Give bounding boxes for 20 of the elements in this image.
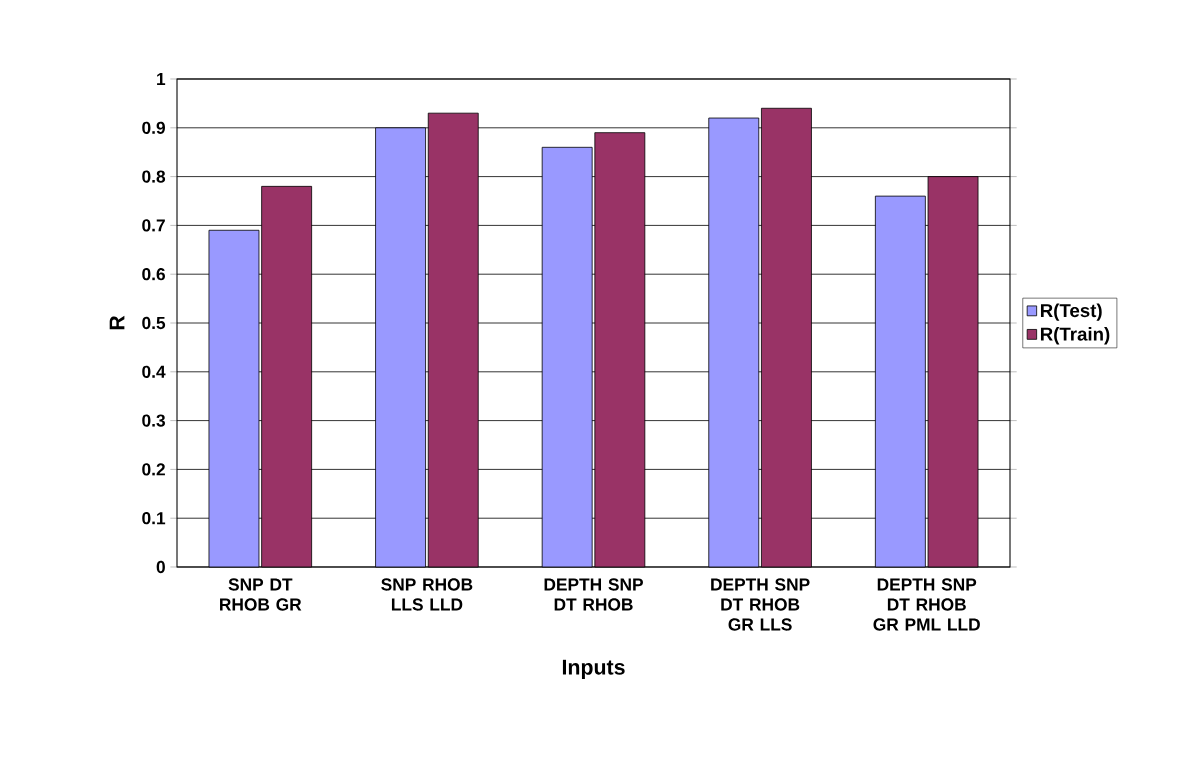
y-tick-label: 0.3	[142, 414, 165, 427]
y-tick-label: 1	[157, 73, 166, 85]
x-axis-title: Inputs	[562, 659, 625, 679]
y-axis-title: R	[109, 315, 125, 330]
x-tick-label: DEPTH SNP DT RHOB GR PML LLD	[873, 578, 980, 631]
y-tick-label: 0.1	[142, 512, 166, 525]
y-tick-label: 0.9	[142, 121, 165, 134]
y-tick-label: 0.5	[142, 316, 166, 330]
legend-label: R(Train)	[1040, 327, 1110, 345]
x-tick-label: SNP RHOB LLS LLD	[381, 578, 473, 611]
legend-label: R(Test)	[1040, 303, 1102, 321]
y-tick-label: 0.8	[142, 170, 166, 183]
x-tick-label: DEPTH SNP DT RHOB	[544, 578, 643, 611]
y-tick-label: 0	[156, 560, 165, 574]
y-tick-label: 0.7	[142, 219, 165, 232]
y-tick-label: 0.4	[142, 365, 166, 378]
y-tick-label: 0.6	[142, 268, 165, 281]
y-tick-label: 0.2	[142, 463, 165, 476]
x-tick-label: DEPTH SNP DT RHOB GR LLS	[711, 578, 810, 631]
x-tick-label: SNP DT RHOB GR	[220, 578, 302, 611]
